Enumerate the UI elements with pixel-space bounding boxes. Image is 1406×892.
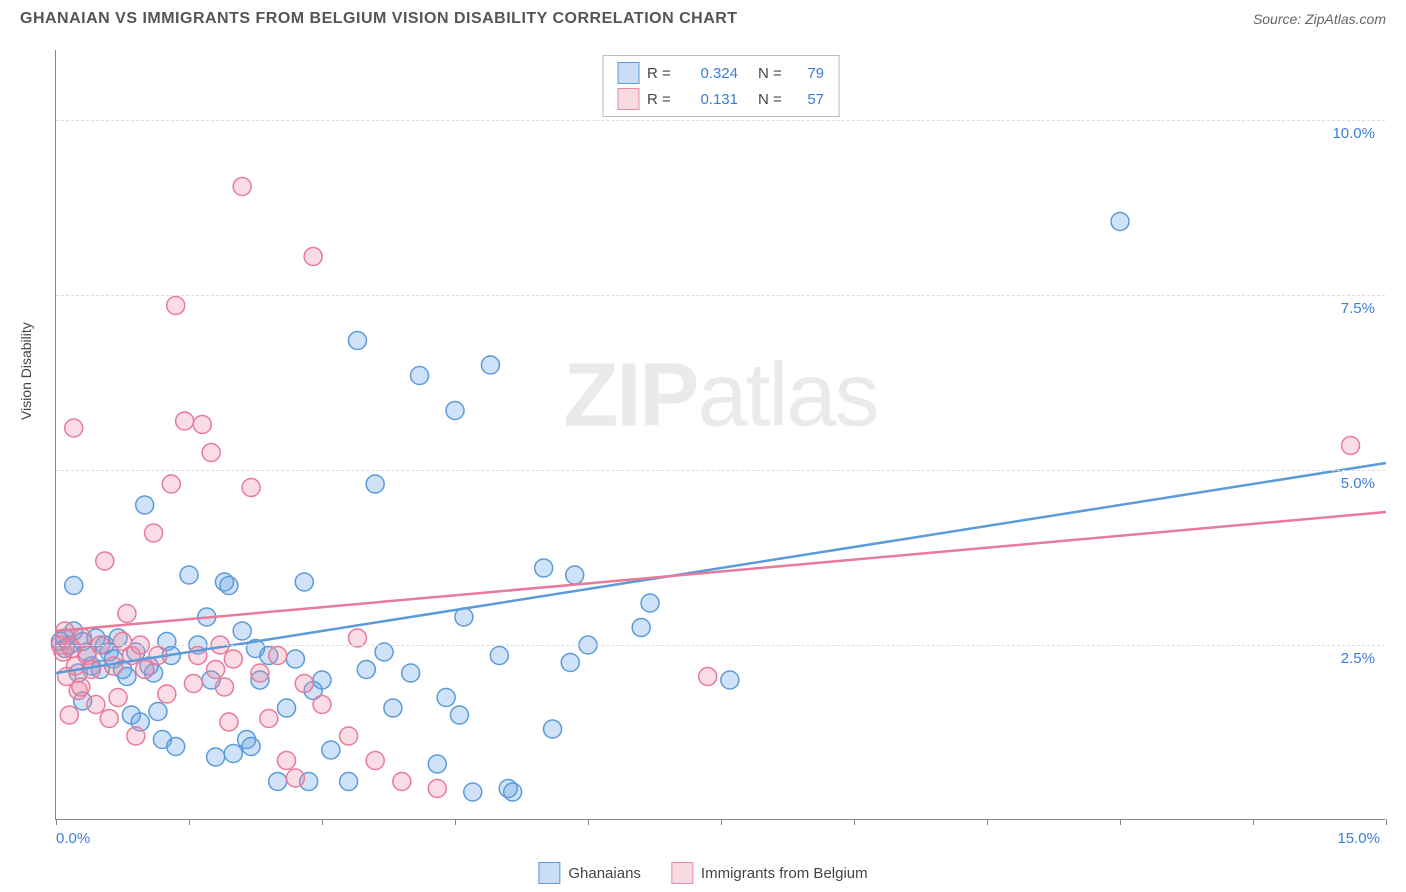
y-tick-label: 10.0% xyxy=(1332,125,1375,142)
legend-series: Ghanaians Immigrants from Belgium xyxy=(538,862,867,884)
plot-svg xyxy=(56,50,1385,819)
x-max-label: 15.0% xyxy=(1337,830,1380,847)
stat-value-n: 57 xyxy=(794,91,824,108)
y-tick-label: 5.0% xyxy=(1341,475,1375,492)
stat-label-n: N = xyxy=(758,65,786,82)
legend-swatch-blue xyxy=(617,62,639,84)
stat-label-r: R = xyxy=(647,65,675,82)
legend-stats-row: R = 0.131 N = 57 xyxy=(613,86,828,112)
legend-item: Immigrants from Belgium xyxy=(671,862,868,884)
legend-label: Immigrants from Belgium xyxy=(701,865,868,882)
x-min-label: 0.0% xyxy=(56,830,90,847)
legend-swatch-blue xyxy=(538,862,560,884)
stat-value-r: 0.131 xyxy=(683,91,738,108)
legend-swatch-pink xyxy=(617,88,639,110)
y-tick-label: 7.5% xyxy=(1341,300,1375,317)
legend-swatch-pink xyxy=(671,862,693,884)
stat-value-n: 79 xyxy=(794,65,824,82)
stat-label-r: R = xyxy=(647,91,675,108)
y-tick-label: 2.5% xyxy=(1341,650,1375,667)
source-attribution: Source: ZipAtlas.com xyxy=(1253,11,1386,27)
stat-value-r: 0.324 xyxy=(683,65,738,82)
y-axis-label: Vision Disability xyxy=(18,322,34,420)
chart-plot-area: ZIPatlas R = 0.324 N = 79 R = 0.131 N = … xyxy=(55,50,1385,820)
legend-label: Ghanaians xyxy=(568,865,641,882)
legend-item: Ghanaians xyxy=(538,862,641,884)
legend-stats-row: R = 0.324 N = 79 xyxy=(613,60,828,86)
stat-label-n: N = xyxy=(758,91,786,108)
chart-title: GHANAIAN VS IMMIGRANTS FROM BELGIUM VISI… xyxy=(20,10,738,28)
legend-stats: R = 0.324 N = 79 R = 0.131 N = 57 xyxy=(602,55,839,117)
